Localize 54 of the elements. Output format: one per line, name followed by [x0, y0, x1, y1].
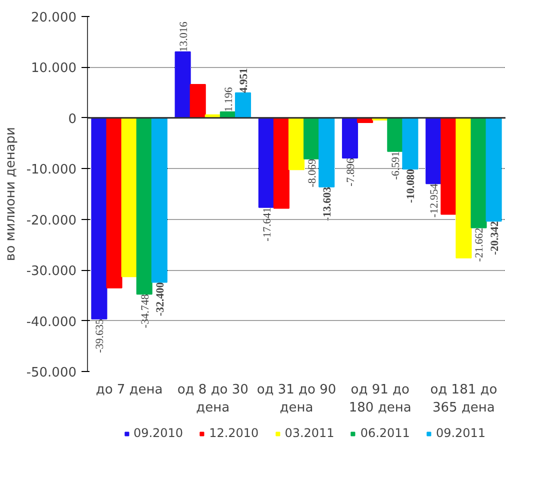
data-label: -17.641: [261, 207, 274, 242]
bar: [342, 117, 358, 158]
data-label: -6.591: [390, 151, 402, 180]
bar: [273, 117, 290, 209]
bar: [136, 117, 152, 295]
data-label: -10.080: [405, 168, 418, 203]
legend-label: 06.2011: [360, 426, 410, 440]
data-label: 4.951: [238, 68, 250, 93]
y-tick-label: 0: [68, 112, 77, 127]
bar: [234, 92, 252, 118]
bar: [387, 117, 404, 152]
data-label: -32.400: [154, 282, 166, 316]
bar: [304, 117, 320, 160]
bar: [456, 117, 472, 258]
data-label: 13.016: [178, 21, 190, 52]
data-label: -8.069: [306, 158, 319, 188]
y-tick-label: -50.000: [26, 366, 77, 380]
x-tick-label: до 7 дена: [96, 382, 163, 398]
bar: [402, 117, 418, 170]
x-tick-label: од 8 до 30 дена: [177, 382, 248, 416]
bar: [318, 117, 335, 188]
legend-label: 09.2010: [133, 426, 184, 440]
x-tick-label: од 91 до 180 дена: [348, 382, 412, 416]
y-tick-label: 20.000: [31, 10, 77, 26]
y-tick-label: -20.000: [26, 213, 77, 228]
bar: [470, 117, 487, 228]
bar: [174, 51, 191, 118]
x-tick-label: од 181 до 365 дена: [430, 382, 498, 416]
legend-label: 12.2010: [209, 426, 259, 440]
bar: [426, 117, 442, 184]
x-tick-label: од 31 до 90 дена: [256, 382, 336, 416]
data-label: -39.635: [94, 318, 106, 353]
bar: [151, 117, 168, 283]
y-tick-label: -30.000: [26, 264, 77, 280]
y-tick-label: 10.000: [31, 61, 77, 76]
legend-label: 09.2011: [436, 426, 486, 440]
data-label: -21.662: [474, 228, 486, 262]
bar: [106, 117, 122, 288]
bar: [486, 117, 502, 222]
data-label: -20.342: [488, 220, 501, 256]
bar: [440, 117, 457, 215]
y-tick-label: -10.000: [26, 162, 77, 178]
bar: [121, 117, 138, 278]
data-label: -12.954: [428, 183, 441, 218]
y-axis-title: во милиони денари: [3, 127, 18, 261]
bar: [288, 117, 305, 170]
bar: [190, 84, 206, 118]
bar: [258, 117, 274, 208]
bar: [91, 117, 108, 320]
y-tick-label: -40.000: [26, 314, 77, 330]
legend-label: 03.2011: [284, 426, 334, 440]
data-label: 1.196: [222, 86, 235, 112]
data-label: -7.896: [345, 157, 358, 186]
data-label: -13.603: [322, 186, 334, 221]
